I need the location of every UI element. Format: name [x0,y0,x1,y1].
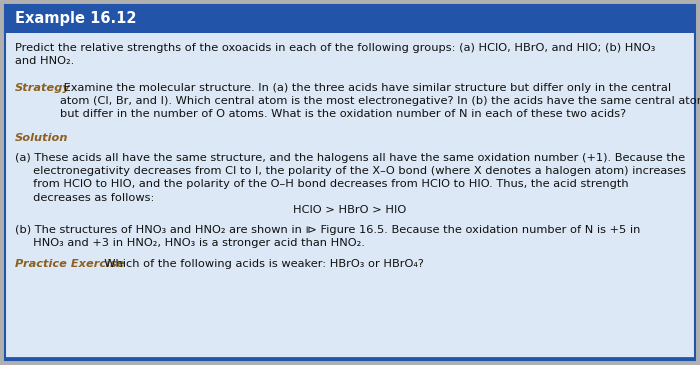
Text: Practice Exercise: Practice Exercise [15,259,125,269]
FancyBboxPatch shape [5,5,695,33]
Text: Solution: Solution [15,133,69,143]
Text: (a) These acids all have the same structure, and the halogens all have the same : (a) These acids all have the same struct… [15,153,686,203]
Text: HClO > HBrO > HIO: HClO > HBrO > HIO [293,205,407,215]
FancyBboxPatch shape [5,5,695,360]
Text: Examine the molecular structure. In (a) the three acids have similar structure b: Examine the molecular structure. In (a) … [60,83,700,119]
Text: Predict the relative strengths of the oxoacids in each of the following groups: : Predict the relative strengths of the ox… [15,43,655,66]
Text: Which of the following acids is weaker: HBrO₃ or HBrO₄?: Which of the following acids is weaker: … [97,259,424,269]
Text: (b) The structures of HNO₃ and HNO₂ are shown in ⧐ Figure 16.5. Because the oxid: (b) The structures of HNO₃ and HNO₂ are … [15,225,641,248]
Text: Strategy: Strategy [15,83,71,93]
Text: Example 16.12: Example 16.12 [15,12,136,27]
